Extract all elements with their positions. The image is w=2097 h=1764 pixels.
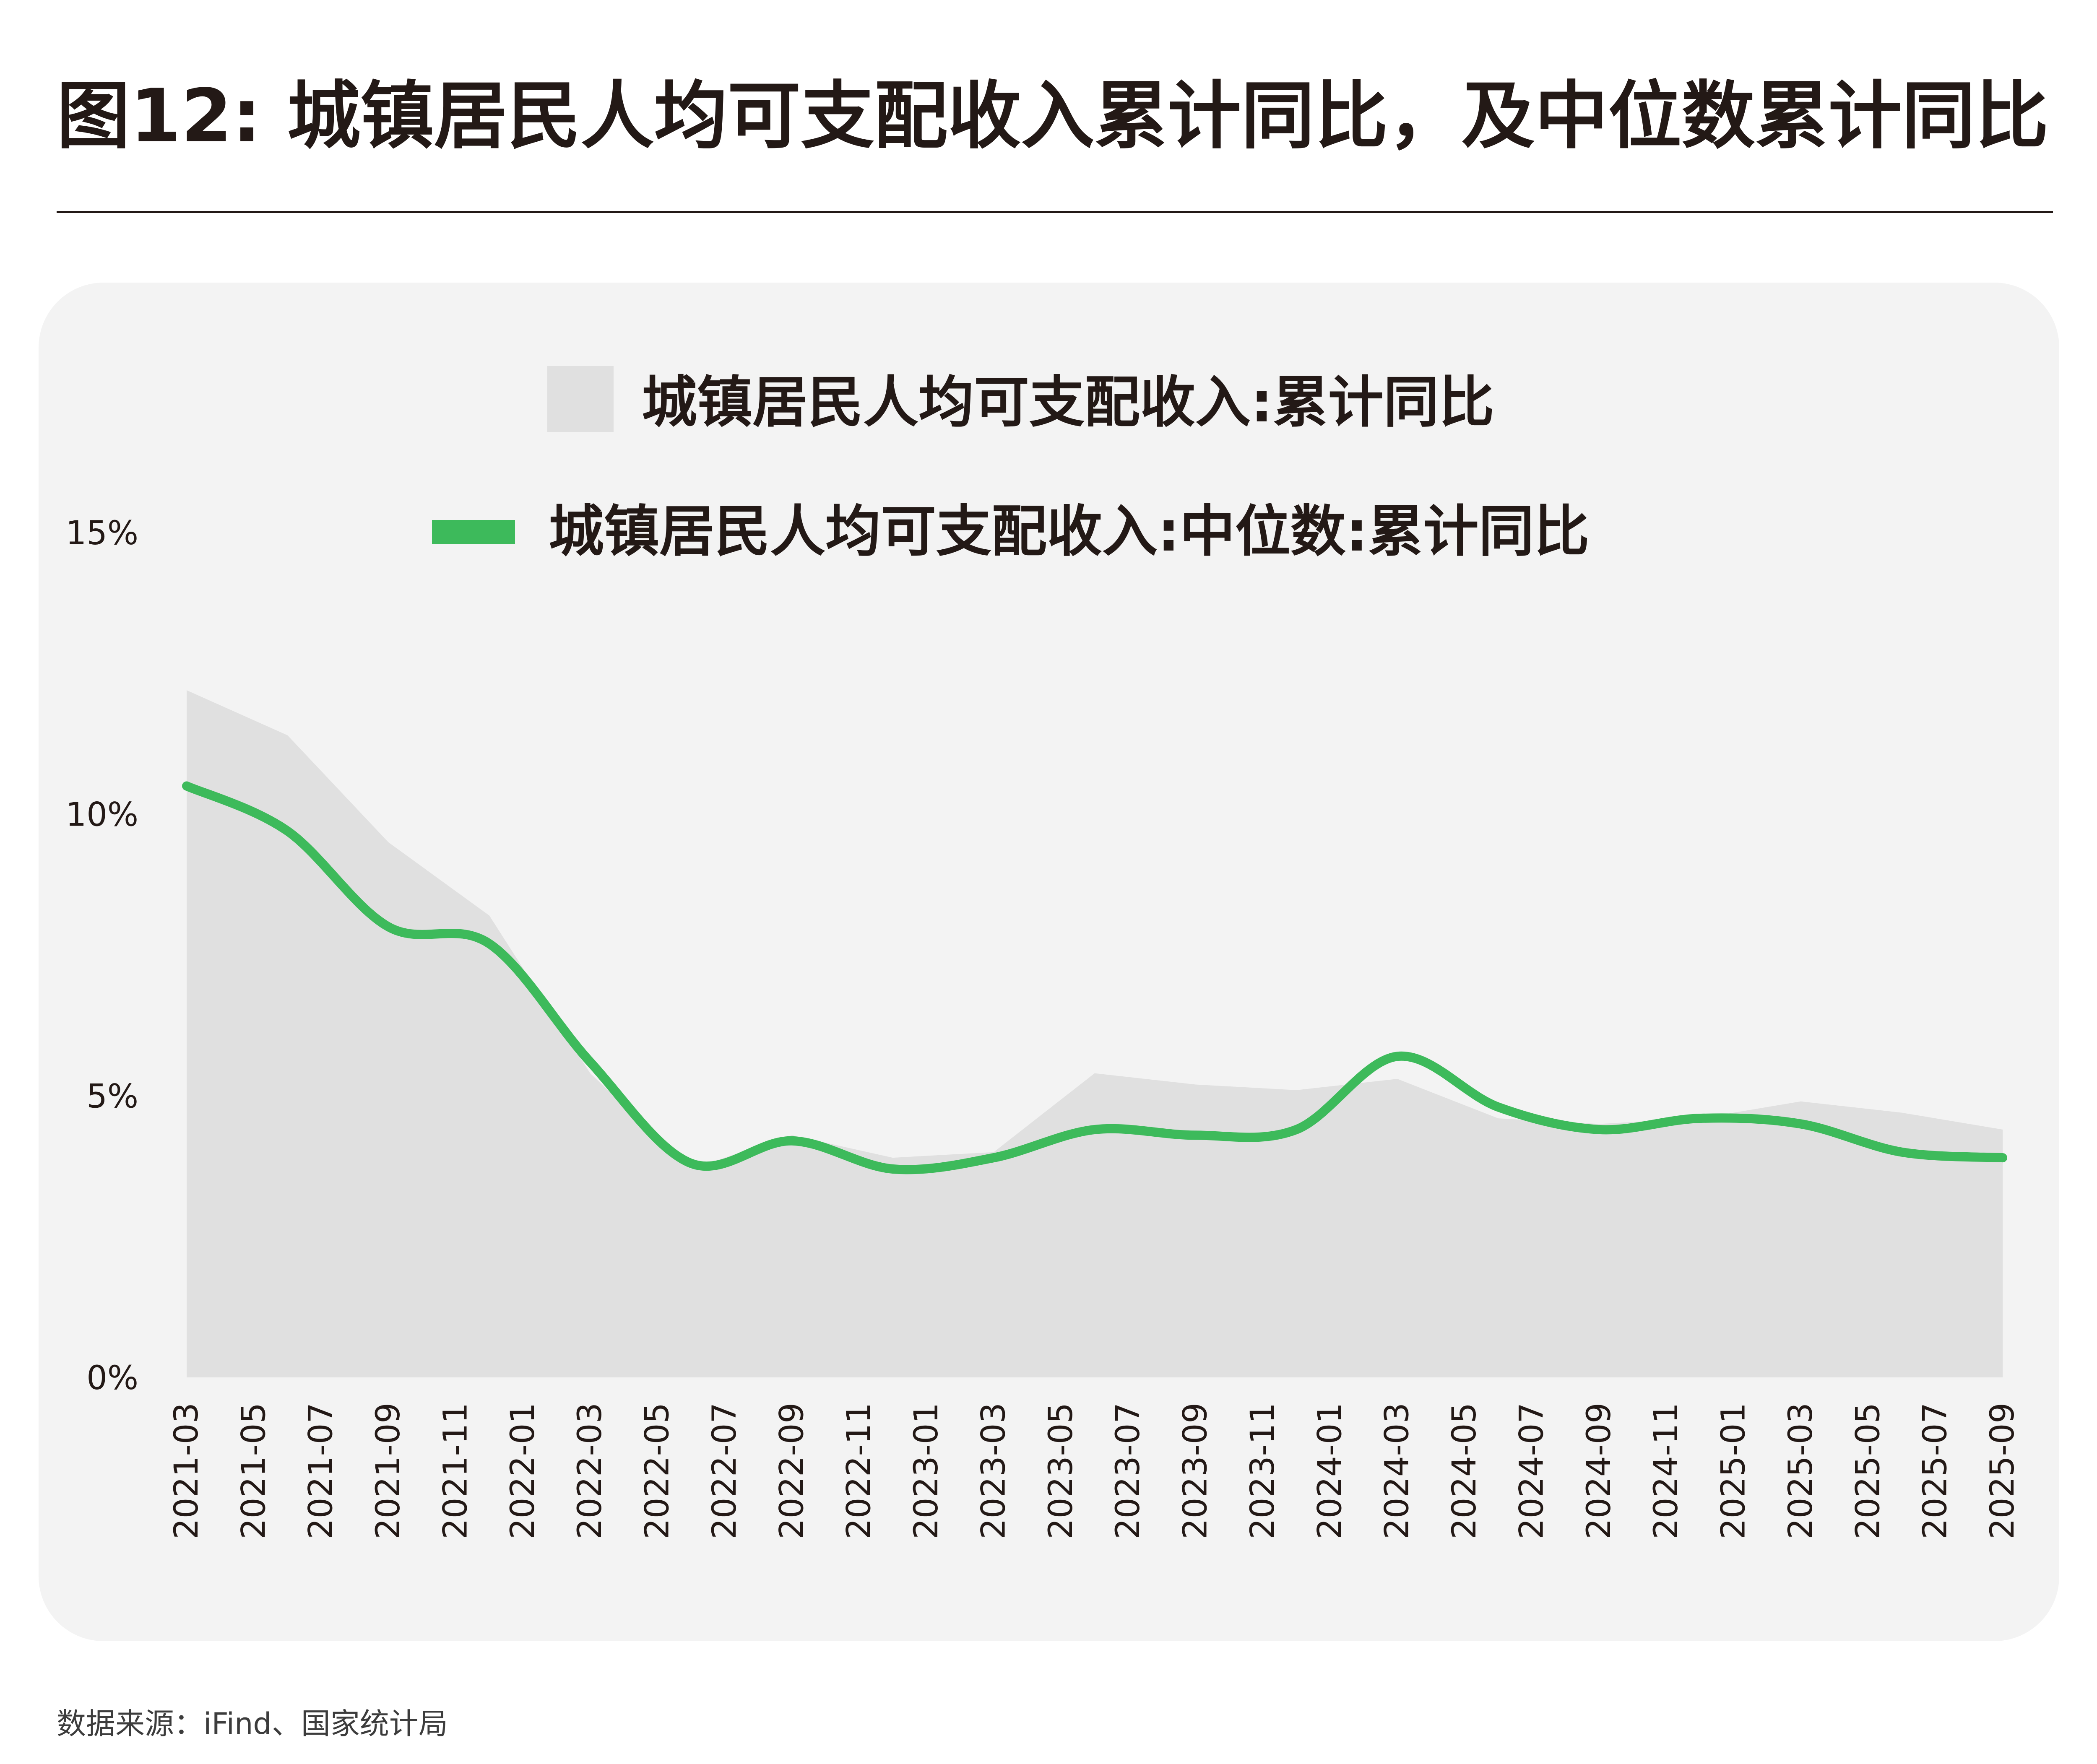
- line-series-median: [182, 781, 2007, 1174]
- x-tick-label: 2024-09: [1580, 1403, 1618, 1539]
- y-tick-label: 15%: [66, 514, 138, 552]
- legend-swatch-area: [547, 366, 614, 432]
- x-tick-label: 2022-01: [504, 1403, 542, 1539]
- x-tick-label: 2021-03: [168, 1403, 206, 1539]
- y-tick-label: 10%: [66, 796, 138, 834]
- x-tick-label: 2024-03: [1379, 1403, 1416, 1539]
- x-tick-label: 2023-05: [1042, 1403, 1080, 1539]
- x-tick-label: 2022-05: [639, 1403, 676, 1539]
- x-tick-label: 2022-03: [571, 1403, 609, 1539]
- x-tick-label: 2025-07: [1917, 1403, 1954, 1539]
- x-tick-label: 2021-05: [235, 1403, 273, 1539]
- x-tick-label: 2023-03: [975, 1403, 1012, 1539]
- legend-label-line: 城镇居民人均可支配收入:中位数:累计同比: [549, 499, 1590, 564]
- y-tick-label: 5%: [86, 1078, 138, 1115]
- legend-label-area: 城镇居民人均可支配收入:累计同比: [642, 370, 1494, 435]
- x-tick-label: 2024-05: [1446, 1403, 1483, 1539]
- x-tick-label: 2025-05: [1849, 1403, 1887, 1539]
- x-tick-label: 2023-09: [1177, 1403, 1215, 1539]
- x-tick-label: 2024-01: [1311, 1403, 1349, 1539]
- x-tick-label: 2022-11: [840, 1403, 878, 1539]
- x-tick-label: 2025-03: [1782, 1403, 1820, 1539]
- x-tick-label: 2021-11: [437, 1403, 474, 1539]
- source-note: 数据来源：iFind、国家统计局: [57, 1707, 448, 1741]
- chart-title: 图12: 城镇居民人均可支配收入累计同比，及中位数累计同比: [57, 74, 2049, 159]
- x-tick-label: 2022-09: [773, 1403, 811, 1539]
- x-tick-label: 2024-11: [1647, 1403, 1685, 1539]
- x-tick-label: 2021-09: [369, 1403, 407, 1539]
- y-tick-label: 0%: [86, 1359, 138, 1397]
- x-tick-label: 2023-07: [1109, 1403, 1147, 1539]
- x-tick-label: 2025-09: [1984, 1403, 2022, 1539]
- x-tick-label: 2021-07: [302, 1403, 340, 1539]
- x-tick-label: 2023-11: [1244, 1403, 1282, 1539]
- x-tick-label: 2024-07: [1513, 1403, 1551, 1539]
- legend-swatch-line: [432, 520, 515, 544]
- x-tick-label: 2022-07: [706, 1403, 744, 1539]
- title-divider: [57, 211, 2053, 213]
- x-tick-label: 2025-01: [1715, 1403, 1753, 1539]
- area-series-total: [187, 690, 2003, 1377]
- plot-area: 0% 5% 10% 15% 2021-03 2021-05 2021-07 2021-09 20…: [66, 514, 2022, 1539]
- x-tick-label: 2023-01: [908, 1403, 945, 1539]
